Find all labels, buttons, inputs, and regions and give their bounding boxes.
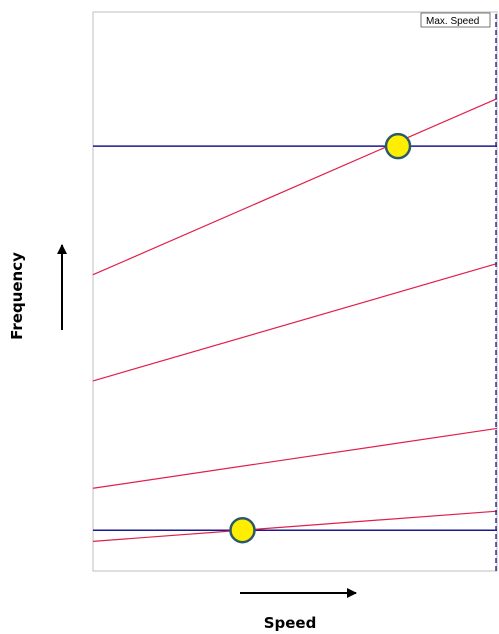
resonance-marker-2 <box>229 516 256 544</box>
excitation-line-3 <box>92 427 498 489</box>
y-axis-title: Frequency <box>8 252 26 340</box>
lines-layer <box>92 98 498 542</box>
excitation-line-2 <box>92 262 498 382</box>
plot-frame <box>92 11 498 572</box>
max-speed-label: Max. Speed <box>426 16 479 27</box>
resonance-marker-1 <box>384 132 412 160</box>
x-axis-title: Speed <box>264 614 317 632</box>
markers-layer <box>229 132 412 544</box>
excitation-line-4 <box>92 510 498 542</box>
max-speed-label-box <box>420 12 491 28</box>
excitation-line-1 <box>92 98 498 276</box>
